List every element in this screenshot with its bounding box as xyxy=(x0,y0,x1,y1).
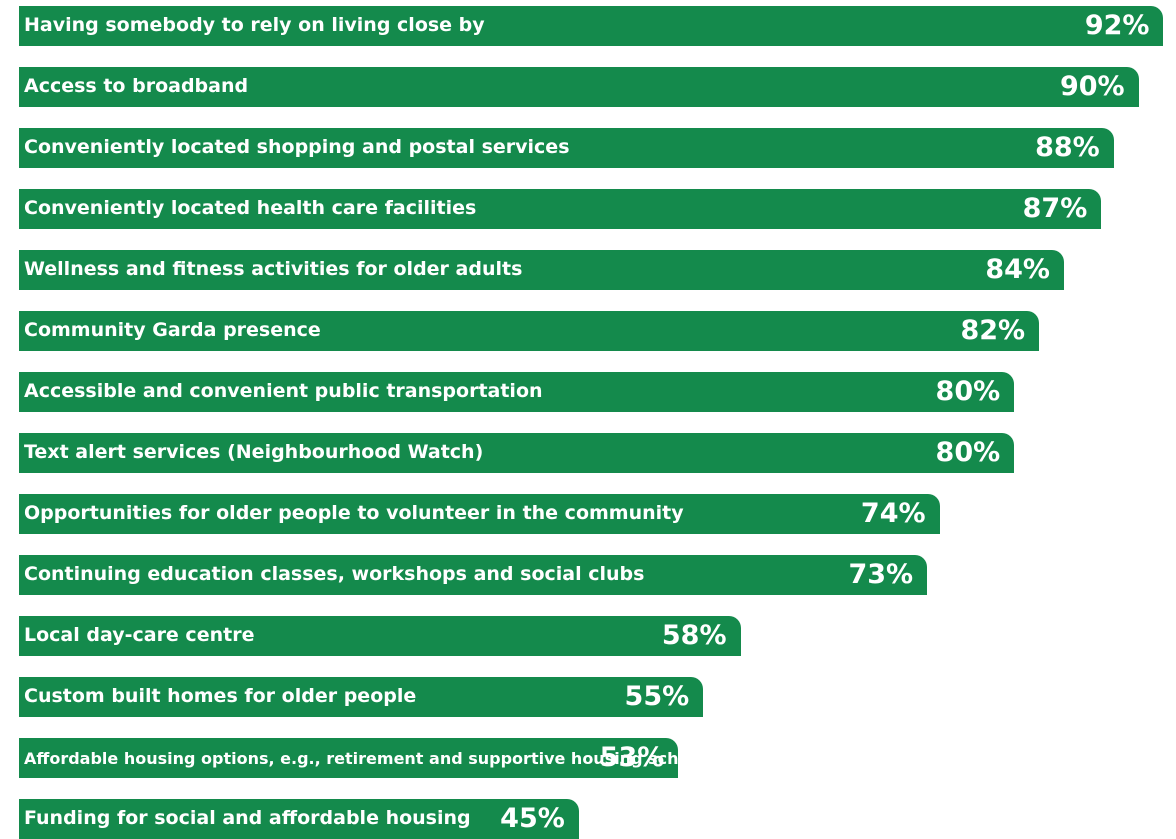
bar-value-label: 80% xyxy=(935,376,1001,407)
bar: Text alert services (Neighbourhood Watch… xyxy=(19,433,1015,473)
bar-category-label: Custom built homes for older people xyxy=(24,685,417,707)
bar-value-label: 74% xyxy=(860,498,926,529)
bar: Having somebody to rely on living close … xyxy=(19,6,1164,46)
bar: Continuing education classes, workshops … xyxy=(19,555,928,595)
bar-value-label: 82% xyxy=(960,315,1026,346)
bar: Custom built homes for older people 55% xyxy=(19,677,704,717)
bar-category-label: Conveniently located shopping and postal… xyxy=(24,136,570,158)
bar-value-label: 80% xyxy=(935,437,1001,468)
bar-value-label: 53% xyxy=(599,742,665,773)
bar-value-label: 90% xyxy=(1059,71,1125,102)
bar: Conveniently located shopping and postal… xyxy=(19,128,1114,168)
bar: Access to broadband 90% xyxy=(19,67,1139,107)
bar: Conveniently located health care facilit… xyxy=(19,189,1102,229)
bar-category-label: Having somebody to rely on living close … xyxy=(24,14,485,36)
bar-category-label: Access to broadband xyxy=(24,75,249,97)
bar-value-label: 84% xyxy=(985,254,1050,285)
bar-category-label: Accessible and convenient public transpo… xyxy=(24,380,543,402)
bar: Wellness and fitness activities for olde… xyxy=(19,250,1064,290)
bar: Opportunities for older people to volunt… xyxy=(19,494,940,534)
bar-category-label: Continuing education classes, workshops … xyxy=(24,563,645,585)
bar-value-label: 45% xyxy=(500,803,565,834)
bar: Community Garda presence 82% xyxy=(19,311,1040,351)
bar-value-label: 92% xyxy=(1084,10,1150,41)
bar: Accessible and convenient public transpo… xyxy=(19,372,1015,412)
bar-category-label: Text alert services (Neighbourhood Watch… xyxy=(24,441,484,463)
bar-value-label: 87% xyxy=(1022,193,1088,224)
bar-category-label: Opportunities for older people to volunt… xyxy=(24,502,684,524)
bar-category-label: Affordable housing options, e.g., retire… xyxy=(24,749,727,768)
bar-value-label: 55% xyxy=(624,681,690,712)
bar-category-label: Wellness and fitness activities for olde… xyxy=(24,258,523,280)
bar: Funding for social and affordable housin… xyxy=(19,799,579,839)
bar-value-label: 73% xyxy=(848,559,914,590)
bar-value-label: 88% xyxy=(1035,132,1100,163)
bar-category-label: Conveniently located health care facilit… xyxy=(24,197,477,219)
bar-category-label: Funding for social and affordable housin… xyxy=(24,807,471,829)
bar-value-label: 58% xyxy=(661,620,727,651)
bar: Affordable housing options, e.g., retire… xyxy=(19,738,726,778)
bar-category-label: Local day-care centre xyxy=(24,624,255,646)
bar: Local day-care centre 58% xyxy=(19,616,741,656)
bar-category-label: Community Garda presence xyxy=(24,319,321,341)
